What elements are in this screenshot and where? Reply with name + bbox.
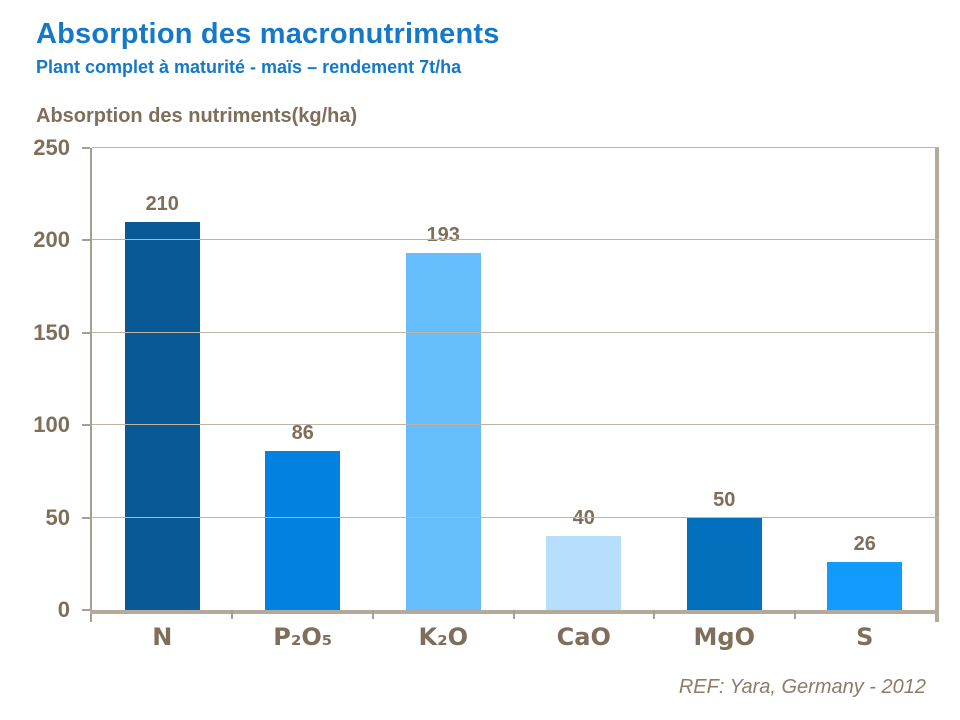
bar-value-label: 50 [713,488,736,511]
category-label: N [152,623,173,651]
bars-row: 210 86 193 40 50 26 [92,148,935,610]
bar-ko [405,253,481,610]
bar-n [124,221,200,610]
bar-value-label: 193 [426,224,460,247]
bar-slot: 26 [795,148,936,610]
gridline-250 [92,147,939,148]
bar-slot: 193 [373,148,514,610]
y-axis-tick [82,239,90,242]
y-axis-tick-label: 0 [57,597,70,622]
x-axis-tick [231,610,234,619]
plot-right-border [935,148,939,622]
y-axis-tick-label: 100 [33,412,70,438]
y-axis-line [90,148,92,622]
category-label: CaO [556,623,611,651]
category-labels-row: N P₂O₅ K₂O CaO MgO S [92,623,935,651]
y-axis-tick-label: 150 [33,319,70,345]
x-axis-tick [371,610,374,619]
bar-cao [546,536,622,610]
x-axis-line [90,610,939,614]
bar-value-label: 26 [853,532,876,555]
x-axis-tick [512,610,515,619]
category-label: MgO [693,623,755,651]
plot-area: 210 86 193 40 50 26 [82,147,939,622]
gridline-100 [92,424,939,426]
bar-slot: 86 [233,148,374,610]
bar-slot: 210 [92,148,233,610]
gridline-150 [92,331,939,333]
bar-slot: 50 [654,148,795,610]
bar-value-label: 40 [572,507,595,530]
category-label: P₂O₅ [273,623,333,651]
bar-slot: 40 [514,148,655,610]
x-axis-tick [793,610,796,619]
bar-value-label: 210 [145,192,179,215]
y-axis-tick-label: 50 [45,504,70,530]
gridline-50 [92,516,939,518]
y-axis-tick [82,147,90,149]
gridline-200 [92,239,939,241]
y-axis-tick [82,516,90,519]
bar-po [265,451,341,610]
y-axis-tick [82,331,90,334]
category-label: K₂O [418,623,468,651]
category-label: S [856,623,874,651]
bar-value-label: 86 [291,422,314,445]
chart-axis-title: Absorption des nutriments(kg/ha) [36,105,358,127]
reference-text: REF: Yara, Germany - 2012 [678,676,926,698]
y-axis-tick-label: 250 [33,135,70,160]
page-title: Absorption des macronutriments [36,18,500,50]
y-axis-tick-label: 200 [33,227,70,253]
y-axis-tick [82,609,90,611]
y-axis-tick [82,424,90,427]
bar-mgo [686,517,762,610]
x-axis-tick [652,610,655,619]
page-subtitle: Plant complet à maturité - maïs – rendem… [36,57,462,77]
bar-s [827,561,903,610]
